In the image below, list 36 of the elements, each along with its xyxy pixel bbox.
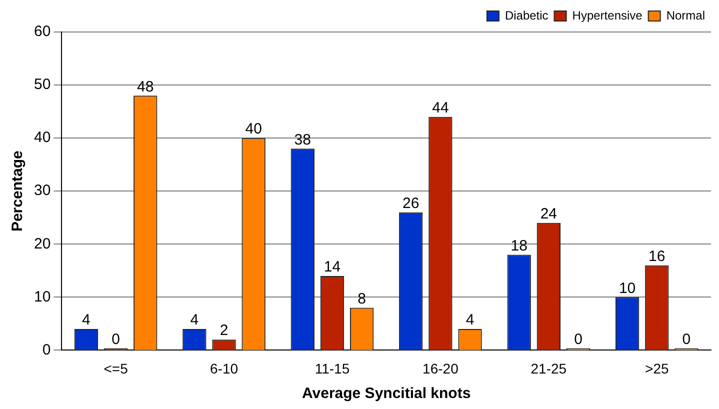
data-label: 4 <box>466 312 474 329</box>
x-tick-label: >25 <box>645 360 669 376</box>
data-label: 10 <box>618 280 636 297</box>
y-tick-label: 30 <box>34 182 51 200</box>
data-label: 4 <box>190 312 199 329</box>
data-label: 14 <box>324 258 341 276</box>
data-label: 44 <box>432 99 449 116</box>
data-label: 8 <box>358 290 366 308</box>
data-label: 48 <box>137 78 154 96</box>
data-label: 26 <box>402 194 420 212</box>
legend-label: Hypertensive <box>572 8 643 22</box>
y-tick-label: 0 <box>42 341 51 358</box>
y-tick-label: 50 <box>34 76 51 94</box>
data-label: 0 <box>682 330 691 348</box>
x-tick-label: 6-10 <box>210 360 238 376</box>
data-label: 40 <box>245 120 262 138</box>
legend-label: Normal <box>666 8 705 22</box>
y-tick-label: 60 <box>34 23 51 40</box>
y-tick-label: 10 <box>34 288 51 306</box>
x-tick-label: 16-20 <box>422 360 459 376</box>
data-label: 24 <box>540 206 558 223</box>
data-label: 38 <box>294 131 311 148</box>
data-label: 4 <box>82 312 90 329</box>
data-label: 16 <box>648 248 666 265</box>
data-label: 0 <box>112 330 120 348</box>
legend-label: Diabetic <box>504 8 548 22</box>
y-tick-label: 20 <box>34 235 51 252</box>
x-tick-label: <=5 <box>104 360 128 376</box>
y-tick-label: 40 <box>34 129 51 146</box>
x-axis-title: Average Syncitial knots <box>302 385 471 402</box>
data-label: 2 <box>220 322 228 340</box>
x-tick-label: 11-15 <box>314 360 350 376</box>
data-label: 0 <box>574 330 582 348</box>
x-tick-label: 21-25 <box>530 360 567 376</box>
data-label: 18 <box>510 237 528 254</box>
y-axis-title: Percentage <box>9 150 26 232</box>
